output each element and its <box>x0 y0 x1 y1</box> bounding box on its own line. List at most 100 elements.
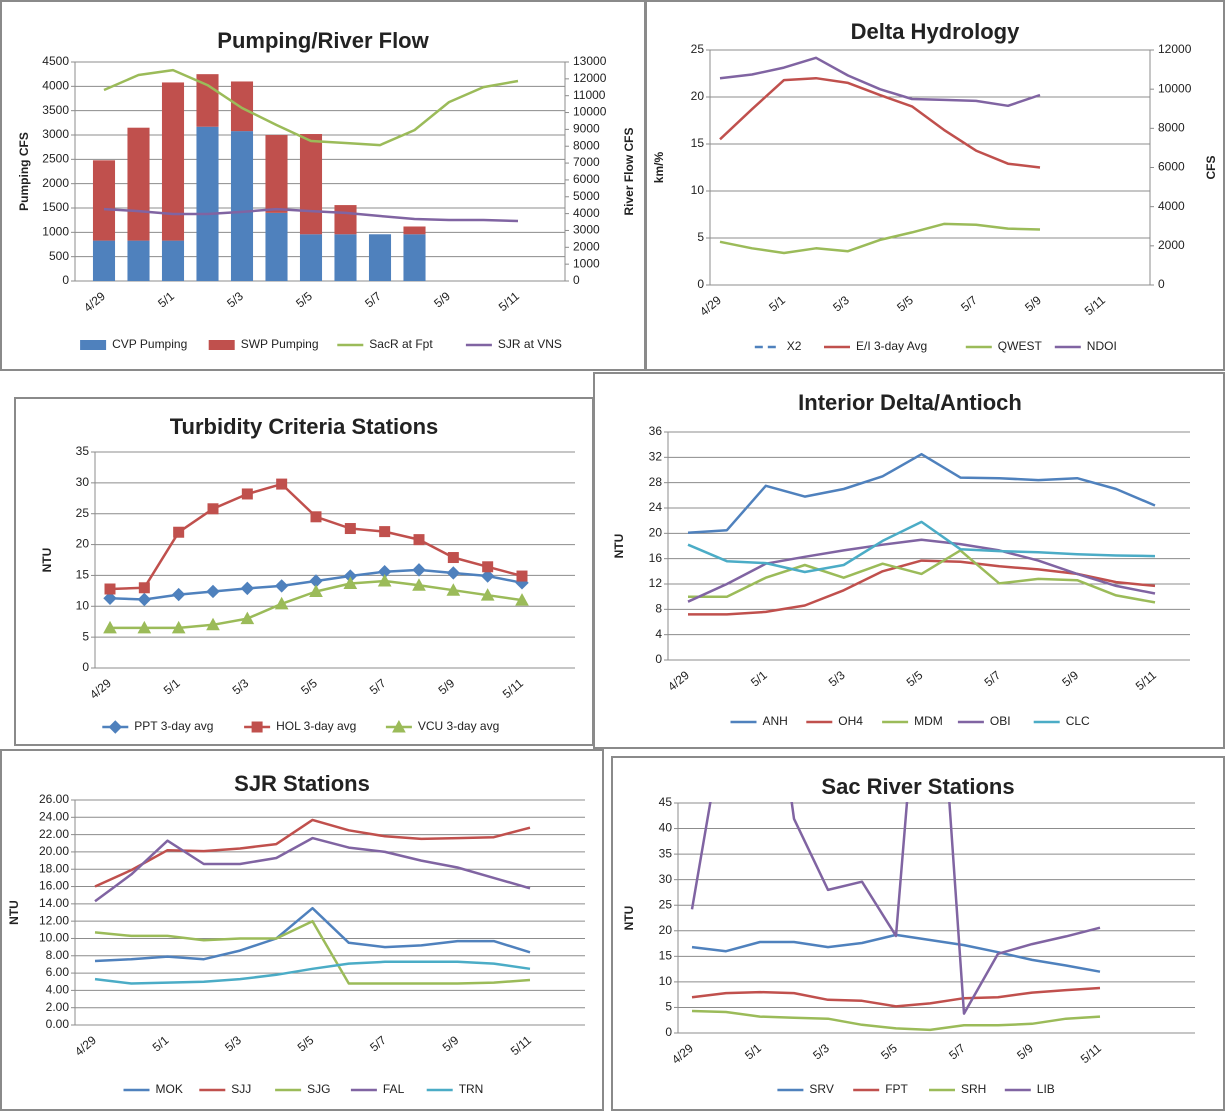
line <box>719 222 1041 255</box>
chart-title: SJR Stations <box>234 771 370 796</box>
legend-marker <box>108 720 123 734</box>
line <box>719 56 1041 108</box>
marker <box>138 582 150 594</box>
y-tick-label: 5 <box>665 1000 672 1014</box>
y-tick-label: 500 <box>49 249 69 263</box>
y-tick-label: 6.00 <box>46 965 70 979</box>
legend-label: OBI <box>990 714 1011 728</box>
y-tick-label: 24.00 <box>39 809 69 823</box>
bar <box>92 160 116 241</box>
line <box>691 986 1101 1008</box>
plot-area <box>94 818 531 985</box>
line <box>719 76 1041 169</box>
legend-label: OH4 <box>838 714 863 728</box>
chart-title: Pumping/River Flow <box>217 28 429 53</box>
y2-tick-label: 11000 <box>573 88 606 102</box>
y-tick-label: 4500 <box>42 54 69 68</box>
bar <box>92 240 116 281</box>
line <box>690 802 1101 1015</box>
marker <box>137 592 152 607</box>
y-tick-label: 10 <box>76 598 90 612</box>
y-tick-label: 16 <box>649 551 663 565</box>
legend-label: VCU 3-day avg <box>418 719 499 733</box>
y-tick-label: 16.00 <box>39 879 69 893</box>
legend-marker <box>251 721 263 733</box>
panel-border <box>14 397 594 746</box>
legend-label: SJG <box>307 1082 330 1096</box>
y-axis-title: km/% <box>652 152 666 184</box>
y-tick-label: 0 <box>655 652 662 666</box>
y-tick-label: 0 <box>62 273 69 287</box>
y-axis-title: NTU <box>40 548 54 573</box>
marker <box>516 570 528 582</box>
y-tick-label: 10 <box>659 974 673 988</box>
y-tick-label: 28 <box>649 475 663 489</box>
marker <box>515 593 529 606</box>
bar <box>127 240 150 281</box>
bar <box>368 234 392 281</box>
y-axis-title: NTU <box>612 534 626 559</box>
y-tick-label: 15 <box>659 949 673 963</box>
y-tick-label: 2000 <box>42 176 69 190</box>
y-tick-label: 2500 <box>42 152 69 166</box>
bar <box>403 226 426 235</box>
y-axis-title: NTU <box>7 900 21 925</box>
y2-tick-label: 6000 <box>573 172 600 186</box>
line <box>94 906 531 963</box>
legend-label: FPT <box>885 1082 908 1096</box>
y-tick-label: 20 <box>659 923 673 937</box>
marker <box>104 583 116 595</box>
marker <box>240 581 255 596</box>
marker <box>103 591 117 605</box>
bar <box>161 240 185 281</box>
y-tick-label: 4.00 <box>46 983 70 997</box>
y2-tick-label: 12000 <box>1158 42 1192 56</box>
legend-label: SRV <box>809 1082 833 1096</box>
line <box>688 549 1156 604</box>
y-tick-label: 20.00 <box>39 844 69 858</box>
y-tick-label: 45 <box>659 795 673 809</box>
y-axis-title: NTU <box>622 906 636 931</box>
bar <box>230 81 254 132</box>
y2-tick-label: 10000 <box>573 105 607 119</box>
plot-area <box>687 452 1156 616</box>
y2-tick-label: 4000 <box>1158 199 1185 213</box>
marker <box>274 579 289 593</box>
bar <box>265 135 288 213</box>
y-tick-label: 4000 <box>42 79 69 93</box>
legend-label: SacR at Fpt <box>369 337 433 351</box>
legend-label: SWP Pumping <box>241 337 319 351</box>
legend-label: SJJ <box>231 1082 251 1096</box>
line <box>691 1009 1101 1032</box>
y-tick-label: 36 <box>649 424 663 438</box>
marker <box>480 569 495 583</box>
y-tick-label: 2.00 <box>46 1000 70 1014</box>
y-tick-label: 10.00 <box>39 931 69 945</box>
y2-tick-label: 8000 <box>573 138 600 152</box>
y-tick-label: 15 <box>76 568 90 582</box>
y2-tick-label: 9000 <box>573 122 600 136</box>
marker <box>309 584 323 597</box>
line <box>103 207 519 223</box>
marker <box>310 511 322 523</box>
bar <box>403 234 426 281</box>
bar <box>299 134 323 235</box>
y-tick-label: 30 <box>76 475 90 489</box>
y-tick-label: 26.00 <box>39 792 69 806</box>
line <box>687 520 1156 574</box>
bar <box>196 126 219 281</box>
y2-tick-label: 3000 <box>573 223 600 237</box>
y-tick-label: 12.00 <box>39 913 69 927</box>
y2-tick-label: 2000 <box>1158 238 1185 252</box>
marker <box>173 526 185 538</box>
y-tick-label: 35 <box>659 846 673 860</box>
legend-label: CLC <box>1066 714 1090 728</box>
legend-label: MDM <box>914 714 943 728</box>
marker <box>206 617 220 631</box>
marker <box>344 523 356 535</box>
y-tick-label: 30 <box>659 872 673 886</box>
y-tick-label: 25 <box>691 42 705 56</box>
legend-label: NDOI <box>1087 339 1117 353</box>
